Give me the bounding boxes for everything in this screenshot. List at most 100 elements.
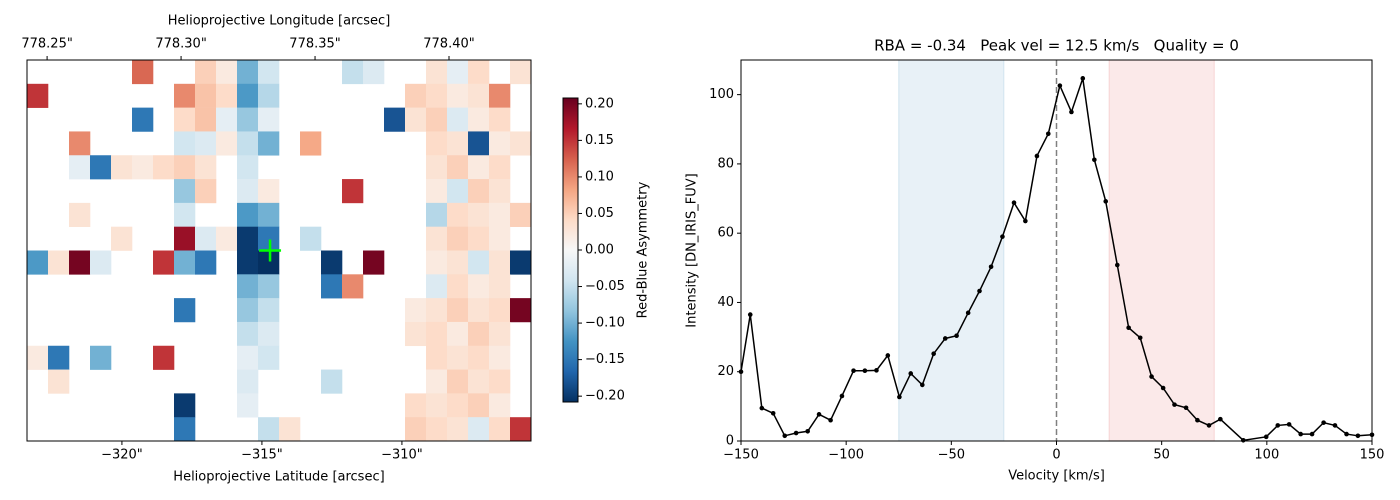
data-point bbox=[1069, 109, 1074, 115]
heatmap-cell bbox=[426, 369, 448, 394]
heatmap-cell bbox=[258, 202, 280, 227]
data-point bbox=[1011, 200, 1017, 206]
x-tick-label: −320" bbox=[101, 448, 143, 463]
data-point bbox=[747, 312, 753, 317]
data-point bbox=[1160, 385, 1166, 391]
heatmap-cell bbox=[426, 131, 448, 156]
heatmap-cell bbox=[300, 226, 322, 251]
heatmap-cell bbox=[258, 60, 280, 85]
shaded-span bbox=[898, 59, 1005, 442]
heatmap-cell bbox=[174, 226, 196, 251]
heatmap-cell bbox=[237, 393, 259, 418]
heatmap-cell bbox=[447, 179, 469, 204]
heatmap-cell bbox=[426, 298, 448, 323]
heatmap-cell bbox=[258, 179, 280, 204]
heatmap-cell bbox=[258, 274, 280, 299]
data-point bbox=[759, 405, 765, 411]
heatmap-cell bbox=[447, 274, 469, 299]
heatmap-cell bbox=[384, 107, 406, 132]
data-point bbox=[908, 371, 914, 376]
y-tick-label: 20 bbox=[717, 364, 734, 379]
x2-tick-label: 778.30" bbox=[155, 37, 206, 52]
data-point bbox=[1286, 422, 1292, 427]
heatmap-cell bbox=[321, 369, 343, 394]
heatmap-cell bbox=[468, 83, 490, 108]
heatmap-cell bbox=[69, 131, 91, 156]
heatmap-cell bbox=[69, 250, 91, 275]
data-point bbox=[782, 433, 788, 439]
heatmap-cell bbox=[489, 298, 511, 323]
heatmap-cell bbox=[405, 321, 427, 347]
x-axis-label: Velocity [km/s] bbox=[1008, 469, 1105, 484]
x-tick-label: 100 bbox=[1254, 448, 1279, 463]
heatmap-cell bbox=[258, 250, 280, 275]
heatmap-cell bbox=[48, 345, 70, 370]
heatmap-cell bbox=[132, 60, 154, 85]
y-axis-label: Intensity [DN_IRIS_FUV] bbox=[685, 173, 700, 327]
heatmap-cell bbox=[468, 60, 490, 85]
heatmap-cell bbox=[363, 250, 385, 275]
heatmap-cell bbox=[237, 298, 259, 323]
heatmap-cell bbox=[237, 321, 259, 347]
heatmap-cell bbox=[447, 131, 469, 156]
data-point bbox=[1023, 218, 1028, 224]
marker bbox=[259, 239, 282, 262]
data-point bbox=[1240, 438, 1246, 443]
heatmap-cell bbox=[489, 250, 511, 275]
data-point bbox=[1045, 131, 1051, 137]
data-point bbox=[885, 353, 891, 358]
data-point bbox=[1195, 417, 1200, 423]
heatmap-cell bbox=[426, 321, 448, 347]
heatmap-cell bbox=[447, 393, 469, 418]
heatmap-cell bbox=[90, 250, 112, 275]
x-tick-label: −315" bbox=[241, 448, 283, 463]
x-tick-label: −310" bbox=[381, 448, 423, 463]
heatmap-cell bbox=[216, 60, 238, 85]
heatmap-cell bbox=[237, 60, 259, 85]
heatmap-cell bbox=[510, 250, 532, 275]
heatmap-cell bbox=[27, 250, 49, 275]
data-point bbox=[1149, 374, 1154, 379]
heatmap-cell bbox=[90, 345, 112, 370]
data-point bbox=[1057, 83, 1063, 88]
x-tick-label: 150 bbox=[1360, 448, 1385, 463]
heatmap-cell bbox=[468, 298, 490, 323]
heatmap-cell bbox=[468, 202, 490, 227]
heatmap-cell bbox=[489, 202, 511, 227]
heatmap-cell bbox=[489, 179, 511, 204]
heatmap-cell bbox=[468, 179, 490, 204]
heatmap-cell bbox=[258, 298, 280, 323]
heatmap-cell bbox=[258, 131, 280, 156]
heatmap-cell bbox=[132, 107, 154, 132]
heatmap-cell bbox=[426, 107, 448, 132]
heatmap-cell bbox=[489, 131, 511, 156]
heatmap-cell bbox=[447, 298, 469, 323]
heatmap-cell bbox=[426, 250, 448, 275]
heatmap-cell bbox=[447, 202, 469, 227]
x-tick-label: 50 bbox=[1153, 448, 1170, 463]
x2-tick-label: 778.35" bbox=[289, 37, 340, 52]
data-point bbox=[862, 368, 868, 373]
heatmap-cell bbox=[300, 131, 322, 156]
heatmap-cell bbox=[426, 417, 448, 442]
heatmap-cell bbox=[468, 131, 490, 156]
heatmap-cell bbox=[195, 60, 217, 85]
heatmap-cell bbox=[174, 202, 196, 227]
heatmap-cell bbox=[195, 226, 217, 251]
colorbar bbox=[562, 97, 579, 403]
heatmap-cell bbox=[405, 298, 427, 323]
data-point bbox=[942, 336, 948, 341]
data-point bbox=[1172, 402, 1177, 407]
heatmap-cell bbox=[468, 321, 490, 347]
heatmap-cell bbox=[405, 393, 427, 418]
data-point bbox=[988, 264, 994, 270]
data-point bbox=[1344, 431, 1349, 437]
heatmap-cell bbox=[510, 417, 532, 442]
heatmap-cell bbox=[405, 107, 427, 132]
heatmap-cell bbox=[447, 417, 469, 442]
data-point bbox=[1275, 423, 1281, 428]
heatmap-cell bbox=[174, 417, 196, 442]
data-point bbox=[816, 412, 822, 417]
heatmap-cell bbox=[342, 274, 364, 299]
heatmap-cell bbox=[258, 417, 280, 442]
